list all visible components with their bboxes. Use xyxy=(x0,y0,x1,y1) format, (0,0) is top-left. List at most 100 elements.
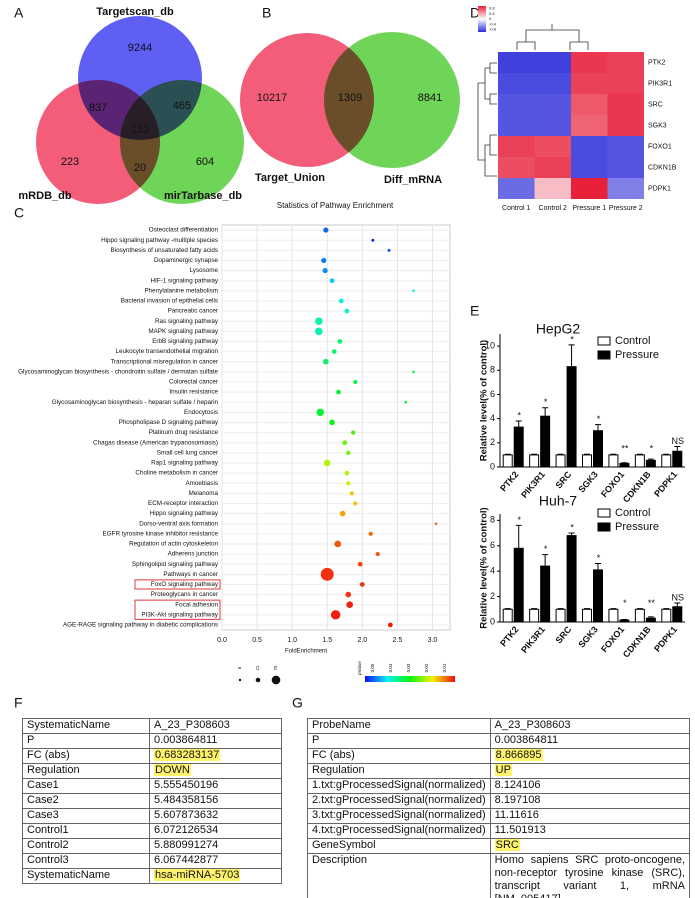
table-cell: 8.866895 xyxy=(489,748,691,764)
size-legend-dot xyxy=(255,677,261,683)
category-label: Dorso-ventral axis formation xyxy=(139,520,218,527)
table-row: Control2 5.880991274 xyxy=(22,838,282,854)
x-tick-label: SRC xyxy=(554,624,574,645)
heat-cell xyxy=(571,73,608,94)
x-tick-label: 2.5 xyxy=(393,637,403,644)
bar xyxy=(566,366,577,468)
x-tick-label: CDKN1B xyxy=(621,624,653,660)
region-count: 223 xyxy=(61,156,79,168)
legend-label: Control xyxy=(615,507,650,519)
cell-text: SystematicName xyxy=(27,869,111,881)
dot xyxy=(412,370,415,374)
bar xyxy=(619,619,630,623)
dot xyxy=(412,289,415,293)
cell-text: A_23_P308603 xyxy=(154,719,230,731)
dot xyxy=(329,419,335,426)
category-label: Glycosaminoglycan biosynthesis - heparan… xyxy=(52,399,219,406)
bar xyxy=(582,454,592,468)
error-bar xyxy=(504,453,511,455)
significance-label: * xyxy=(597,414,601,424)
table-row: FC (abs) 8.866895 xyxy=(307,748,691,764)
table-cell: SystematicName xyxy=(22,868,150,884)
significance-label: * xyxy=(597,553,601,563)
category-label: ErbB signaling pathway xyxy=(152,338,219,345)
table-cell: Control3 xyxy=(22,853,150,869)
error-bar xyxy=(621,462,628,464)
heat-cell xyxy=(498,157,535,178)
error-bar xyxy=(647,458,654,461)
error-bar xyxy=(595,563,601,570)
region-count: 837 xyxy=(89,102,107,114)
error-bar xyxy=(531,608,538,610)
x-tick-label: 0.5 xyxy=(252,637,262,644)
x-tick-label: 1.5 xyxy=(322,637,332,644)
cell-text: Regulation xyxy=(27,764,80,776)
color-legend-title: pValue xyxy=(357,661,362,675)
category-label: Osteoclast differentiation xyxy=(149,227,219,234)
error-bar xyxy=(663,453,670,455)
table-row: Case2 5.484358156 xyxy=(22,793,282,809)
y-tick-label: 0 xyxy=(490,461,495,471)
table-cell: 0.003864811 xyxy=(489,733,691,749)
dot xyxy=(337,339,343,344)
error-bar xyxy=(610,453,617,455)
heat-cell xyxy=(607,52,644,73)
table-row: SystematicName hsa-miRNA-5703 xyxy=(22,868,282,884)
region-count: 1309 xyxy=(338,92,362,104)
y-tick-label: 10 xyxy=(485,340,495,350)
heat-cell xyxy=(607,157,644,178)
table-cell: ProbeName xyxy=(307,718,491,734)
category-label: EGFR tyrosine kinase inhibitor resistanc… xyxy=(103,530,219,537)
x-tick-label: PTK2 xyxy=(498,624,520,648)
cell-text: 3.txt:gProcessedSignal(normalized) xyxy=(312,809,486,821)
dot xyxy=(371,238,375,242)
cell-text: Control2 xyxy=(27,839,69,851)
category-label: ECM-receptor interaction xyxy=(148,500,218,507)
set-label: Target_Union xyxy=(255,172,325,184)
cell-text: Description xyxy=(312,854,368,866)
category-label: Colorectal cancer xyxy=(169,379,218,386)
category-label: Phospholipase D signaling pathway xyxy=(119,419,219,426)
cell-text: 2.txt:gProcessedSignal(normalized) xyxy=(312,794,486,806)
x-tick-label: SRC xyxy=(554,469,574,490)
dot xyxy=(334,540,342,548)
error-bar xyxy=(621,618,628,621)
error-bar xyxy=(674,602,681,607)
dot xyxy=(338,298,344,304)
table-cell: 0.003864811 xyxy=(149,733,282,749)
error-bar xyxy=(647,616,654,619)
dot xyxy=(344,470,350,476)
significance-label: NS xyxy=(672,436,685,446)
dot xyxy=(339,510,346,517)
bar xyxy=(593,430,603,468)
bar xyxy=(502,608,513,623)
x-tick-label: FOXO1 xyxy=(599,469,626,499)
cell-text: 11.11616 xyxy=(494,809,539,821)
error-bar xyxy=(610,608,617,610)
category-label: Hippo signaling pathway xyxy=(150,510,219,517)
category-label: Small cell lung cancer xyxy=(157,449,218,456)
table-row: Regulation UP xyxy=(307,763,691,779)
chart-title: Huh-7 xyxy=(539,493,577,509)
y-axis-label: Relative level(% of control) xyxy=(479,340,490,461)
category-label: Amoebiasis xyxy=(185,480,218,487)
legend-swatch xyxy=(597,350,611,360)
heat-cell xyxy=(607,115,644,136)
y-tick-label: 8 xyxy=(490,365,495,375)
heat-cell xyxy=(607,136,644,157)
table-cell: SystematicName xyxy=(22,718,150,734)
bar xyxy=(608,454,619,468)
row-label: FOXO1 xyxy=(648,143,672,150)
dot xyxy=(368,531,373,536)
heat-cell xyxy=(607,73,644,94)
y-tick-label: 0 xyxy=(490,616,495,626)
dot xyxy=(346,601,354,609)
category-label: Melanoma xyxy=(189,490,219,497)
table-row: P 0.003864811 xyxy=(307,733,691,749)
heat-cell xyxy=(534,52,571,73)
heat-cell xyxy=(534,115,571,136)
y-tick-label: 2 xyxy=(490,591,495,601)
category-label: Phenylalanine metabolism xyxy=(144,287,218,294)
chart-title: Statistics of Pathway Enrichment xyxy=(277,201,394,210)
